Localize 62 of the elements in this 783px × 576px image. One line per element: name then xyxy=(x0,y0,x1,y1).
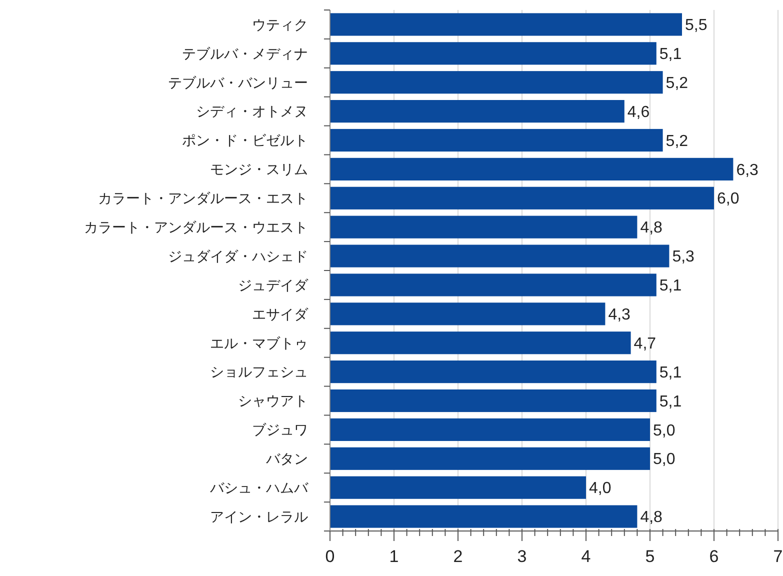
bar xyxy=(330,302,606,326)
y-tick-label: カラート・アンダルース・エスト xyxy=(98,191,308,208)
y-tick-label: シャウアト xyxy=(238,394,308,410)
bar xyxy=(330,274,656,296)
data-label: 5,0 xyxy=(653,422,676,440)
data-label: 5,0 xyxy=(653,451,676,468)
y-tick-label: シディ・オトメヌ xyxy=(196,104,308,120)
x-tick-label: 1 xyxy=(389,547,399,566)
data-label: 5,2 xyxy=(666,132,688,150)
data-label: 4,8 xyxy=(640,220,663,237)
bar xyxy=(330,244,670,268)
x-tick-label: 4 xyxy=(581,547,591,566)
bar xyxy=(330,505,638,528)
x-tick-label: 6 xyxy=(709,547,719,566)
bar xyxy=(330,332,631,354)
bar xyxy=(330,389,656,412)
bar xyxy=(330,360,656,384)
y-tick-label: ウティク xyxy=(252,17,308,34)
data-label: 6,3 xyxy=(736,162,759,179)
y-tick-label: バシュ・ハムバ xyxy=(209,480,309,496)
data-label: 4,7 xyxy=(634,335,656,352)
y-tick-label: ブジュワ xyxy=(252,422,308,439)
bar xyxy=(330,128,663,152)
y-tick-label: ジュデイダ xyxy=(238,278,309,294)
bar xyxy=(330,13,682,36)
y-tick-label: カラート・アンダルース・ウエスト xyxy=(84,220,308,236)
bar xyxy=(330,418,650,441)
y-tick-label: エサイダ xyxy=(252,306,309,323)
y-tick-label: ポン・ド・ビゼルト xyxy=(182,133,308,150)
y-tick-label: エル・マブトゥ xyxy=(210,336,308,352)
y-tick-label: テブルバ・メディナ xyxy=(182,46,308,62)
data-label: 4,0 xyxy=(589,480,612,498)
bar xyxy=(330,71,663,94)
data-label: 5,5 xyxy=(685,17,708,34)
data-label: 5,1 xyxy=(659,364,682,382)
data-label: 5,3 xyxy=(672,248,695,266)
bar xyxy=(330,42,656,65)
bar xyxy=(330,158,734,180)
data-label: 5,1 xyxy=(659,278,682,295)
data-label: 4,8 xyxy=(640,509,663,526)
x-tick-label: 5 xyxy=(645,547,655,566)
bar xyxy=(330,476,586,499)
y-tick-label: ショルフェシュ xyxy=(210,364,308,381)
x-tick-label: 3 xyxy=(517,547,527,566)
x-tick-label: 0 xyxy=(325,547,335,566)
y-tick-label: モンジ・スリム xyxy=(210,162,308,178)
data-label: 4,3 xyxy=(608,306,631,324)
bar xyxy=(330,447,650,470)
x-tick-label: 2 xyxy=(453,547,463,566)
data-label: 5,1 xyxy=(659,46,682,64)
x-tick-label: 7 xyxy=(773,547,783,566)
y-tick-label: アイン・レラル xyxy=(210,509,308,526)
bar xyxy=(330,186,714,210)
y-tick-label: テブルバ・バンリュー xyxy=(168,75,308,92)
data-label: 4,6 xyxy=(627,104,650,121)
bar xyxy=(330,216,638,238)
data-label: 5,2 xyxy=(666,74,688,92)
bar xyxy=(330,100,624,123)
data-label: 6,0 xyxy=(717,190,740,208)
data-label: 5,1 xyxy=(659,393,682,410)
y-tick-label: ジュダイダ・ハシェド xyxy=(168,248,308,265)
y-tick-label: バタン xyxy=(265,452,308,468)
